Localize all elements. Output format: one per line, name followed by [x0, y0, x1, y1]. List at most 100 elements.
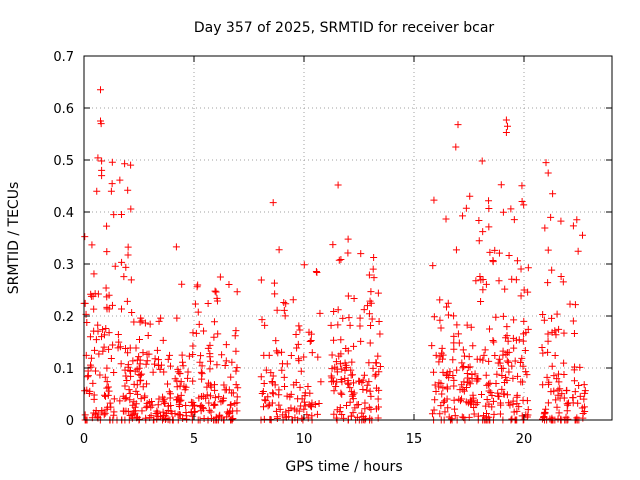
data-point: [103, 222, 111, 230]
data-point: [102, 284, 110, 292]
data-point: [119, 392, 127, 400]
plot-frame: [83, 55, 613, 421]
data-point: [161, 415, 169, 423]
data-point: [175, 402, 183, 410]
data-point: [177, 378, 185, 386]
data-point: [155, 317, 163, 325]
data-point: [542, 159, 550, 167]
data-point: [146, 320, 154, 328]
data-point: [571, 301, 579, 309]
data-point: [136, 356, 144, 364]
data-point: [513, 407, 521, 415]
data-point: [432, 388, 440, 396]
data-point: [553, 403, 561, 411]
data-point: [107, 187, 115, 195]
data-point: [106, 399, 114, 407]
data-point: [294, 340, 302, 348]
data-point: [97, 333, 105, 341]
data-point: [370, 274, 378, 282]
data-point: [367, 288, 375, 296]
data-point: [159, 393, 167, 401]
data-point: [93, 187, 101, 195]
data-point: [86, 333, 94, 341]
y-tick-label: 0.1: [53, 362, 74, 377]
data-point: [330, 410, 338, 418]
data-point: [514, 372, 522, 380]
data-point: [316, 309, 324, 317]
x-tick-label: 20: [516, 432, 533, 447]
data-point: [164, 355, 172, 363]
data-point: [463, 383, 471, 391]
data-point: [366, 339, 374, 347]
data-point: [437, 379, 445, 387]
data-point: [265, 401, 273, 409]
data-point: [293, 344, 301, 352]
data-point: [481, 346, 489, 354]
data-point: [453, 366, 461, 374]
data-point: [483, 410, 491, 418]
data-point: [108, 158, 116, 166]
x-axis-label: GPS time / hours: [285, 459, 402, 475]
data-point: [90, 395, 98, 403]
data-point: [478, 157, 486, 165]
data-point: [460, 363, 468, 371]
data-point: [357, 337, 365, 345]
data-point: [548, 314, 556, 322]
data-point: [103, 293, 111, 301]
data-point: [443, 395, 451, 403]
data-point: [133, 381, 141, 389]
data-point: [553, 310, 561, 318]
data-point: [216, 273, 224, 281]
data-point: [300, 353, 308, 361]
data-point: [367, 299, 375, 307]
y-tick-label: 0.6: [53, 102, 74, 117]
data-point: [108, 301, 116, 309]
data-point: [226, 401, 234, 409]
data-point: [547, 213, 555, 221]
data-point: [145, 398, 153, 406]
data-point: [143, 402, 151, 410]
data-point: [341, 366, 349, 374]
data-point: [452, 246, 460, 254]
data-point: [503, 349, 511, 357]
data-point: [129, 401, 137, 409]
data-point: [439, 355, 447, 363]
data-point: [118, 305, 126, 313]
data-point: [219, 397, 227, 405]
data-point: [205, 399, 213, 407]
data-point: [477, 298, 485, 306]
data-point: [361, 399, 369, 407]
data-point: [182, 412, 190, 420]
data-point: [139, 383, 147, 391]
data-point: [466, 192, 474, 200]
data-point: [548, 362, 556, 370]
data-point: [510, 316, 518, 324]
data-point: [100, 343, 108, 351]
data-point: [195, 320, 203, 328]
data-point: [511, 357, 519, 365]
data-point: [200, 414, 208, 422]
data-point: [257, 373, 265, 381]
data-point: [222, 357, 230, 365]
data-point: [157, 361, 165, 369]
data-point: [338, 390, 346, 398]
data-point: [431, 396, 439, 404]
data-point: [195, 394, 203, 402]
data-point: [281, 382, 289, 390]
data-point: [544, 279, 552, 287]
data-point: [108, 180, 116, 188]
data-point: [482, 280, 490, 288]
data-point: [135, 336, 143, 344]
data-point: [205, 406, 213, 414]
data-point: [579, 231, 587, 239]
data-point: [206, 350, 214, 358]
data-point: [436, 316, 444, 324]
data-point: [524, 411, 532, 419]
data-point: [500, 390, 508, 398]
data-point: [135, 415, 143, 423]
data-point: [303, 411, 311, 419]
data-point: [121, 382, 129, 390]
data-point: [210, 401, 218, 409]
data-point: [539, 381, 547, 389]
data-point: [344, 292, 352, 300]
